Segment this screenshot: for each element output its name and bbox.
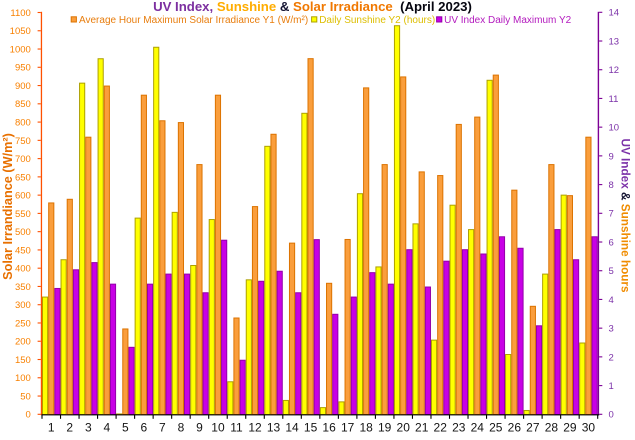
svg-text:11: 11 bbox=[230, 421, 243, 435]
svg-text:7: 7 bbox=[159, 421, 166, 435]
svg-text:6: 6 bbox=[609, 237, 614, 248]
svg-text:1000: 1000 bbox=[10, 44, 31, 55]
svg-text:150: 150 bbox=[15, 355, 31, 366]
svg-text:17: 17 bbox=[341, 421, 355, 435]
svg-text:13: 13 bbox=[267, 421, 281, 435]
svg-text:12: 12 bbox=[609, 65, 620, 76]
svg-text:12: 12 bbox=[248, 421, 262, 435]
svg-text:21: 21 bbox=[415, 421, 429, 435]
svg-text:27: 27 bbox=[526, 421, 540, 435]
svg-text:650: 650 bbox=[15, 172, 31, 183]
svg-text:950: 950 bbox=[15, 63, 31, 74]
svg-text:250: 250 bbox=[15, 318, 31, 329]
svg-text:23: 23 bbox=[452, 421, 466, 435]
svg-text:1: 1 bbox=[48, 421, 55, 435]
svg-text:10: 10 bbox=[211, 421, 225, 435]
svg-text:300: 300 bbox=[15, 300, 31, 311]
svg-text:18: 18 bbox=[359, 421, 373, 435]
svg-text:1050: 1050 bbox=[10, 26, 31, 37]
svg-text:4: 4 bbox=[103, 421, 110, 435]
svg-text:UV Index, Sunshine & Solar Irr: UV Index, Sunshine & Solar Irradiance (A… bbox=[153, 0, 472, 14]
svg-text:24: 24 bbox=[471, 421, 485, 435]
svg-text:30: 30 bbox=[582, 421, 596, 435]
svg-text:450: 450 bbox=[15, 245, 31, 256]
svg-text:900: 900 bbox=[15, 81, 31, 92]
svg-text:9: 9 bbox=[609, 151, 614, 162]
svg-text:200: 200 bbox=[15, 337, 31, 348]
svg-text:13: 13 bbox=[609, 36, 620, 47]
svg-text:14: 14 bbox=[285, 421, 299, 435]
svg-text:600: 600 bbox=[15, 191, 31, 202]
svg-text:22: 22 bbox=[434, 421, 448, 435]
svg-text:800: 800 bbox=[15, 117, 31, 128]
svg-text:3: 3 bbox=[609, 324, 614, 335]
svg-text:5: 5 bbox=[122, 421, 129, 435]
svg-text:1100: 1100 bbox=[10, 8, 30, 19]
svg-text:28: 28 bbox=[545, 421, 559, 435]
svg-text:8: 8 bbox=[609, 180, 614, 191]
svg-text:16: 16 bbox=[322, 421, 336, 435]
svg-text:10: 10 bbox=[609, 123, 620, 134]
svg-text:15: 15 bbox=[304, 421, 318, 435]
svg-text:0: 0 bbox=[609, 410, 614, 421]
svg-text:20: 20 bbox=[397, 421, 411, 435]
svg-text:0: 0 bbox=[26, 410, 31, 421]
svg-text:400: 400 bbox=[15, 264, 31, 275]
svg-text:700: 700 bbox=[15, 154, 31, 165]
svg-text:1: 1 bbox=[609, 381, 614, 392]
svg-text:500: 500 bbox=[15, 227, 31, 238]
svg-text:2: 2 bbox=[609, 352, 614, 363]
svg-text:14: 14 bbox=[609, 8, 620, 19]
svg-text:UV Index Daily Maximum Y2: UV Index Daily Maximum Y2 bbox=[444, 15, 572, 26]
svg-text:UV Index & Sunshine hours: UV Index & Sunshine hours bbox=[619, 138, 632, 293]
svg-text:4: 4 bbox=[609, 295, 614, 306]
svg-text:Solar Irrandiance (W/m²): Solar Irrandiance (W/m²) bbox=[1, 133, 15, 280]
svg-text:25: 25 bbox=[489, 421, 503, 435]
svg-text:2: 2 bbox=[66, 421, 73, 435]
svg-text:3: 3 bbox=[85, 421, 92, 435]
svg-text:29: 29 bbox=[563, 421, 577, 435]
svg-text:5: 5 bbox=[609, 266, 614, 277]
svg-text:850: 850 bbox=[15, 99, 31, 110]
svg-text:100: 100 bbox=[15, 373, 31, 384]
svg-text:19: 19 bbox=[378, 421, 392, 435]
svg-text:750: 750 bbox=[15, 136, 31, 147]
svg-text:8: 8 bbox=[178, 421, 185, 435]
svg-text:7: 7 bbox=[609, 209, 614, 220]
svg-text:9: 9 bbox=[196, 421, 203, 435]
svg-text:Average Hour Maximum Solar Irr: Average Hour Maximum Solar Irradiance Y1… bbox=[79, 15, 308, 26]
svg-text:50: 50 bbox=[20, 391, 31, 402]
svg-text:11: 11 bbox=[609, 94, 619, 105]
svg-text:350: 350 bbox=[15, 282, 31, 293]
svg-text:26: 26 bbox=[508, 421, 522, 435]
svg-text:Daily Sunshine Y2 (hours): Daily Sunshine Y2 (hours) bbox=[319, 15, 435, 26]
svg-text:6: 6 bbox=[141, 421, 148, 435]
svg-text:550: 550 bbox=[15, 209, 31, 220]
